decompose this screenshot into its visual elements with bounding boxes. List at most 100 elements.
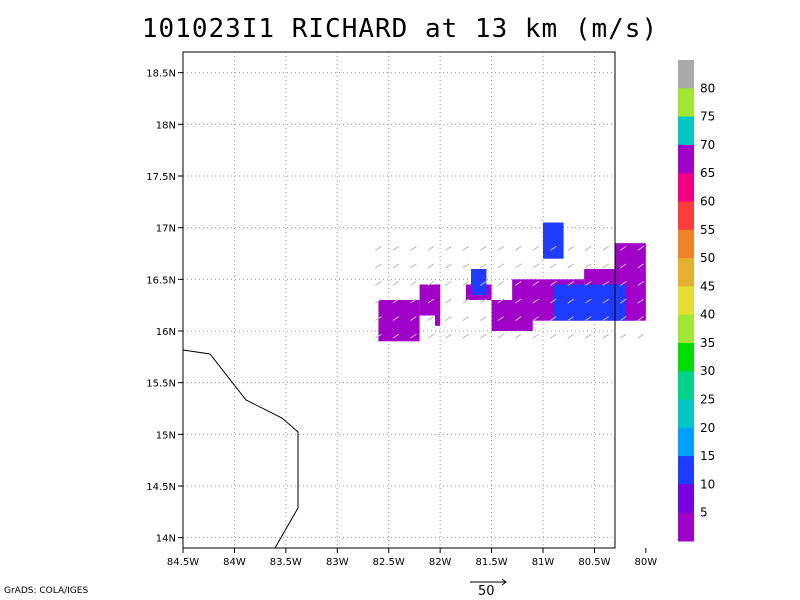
colorbar-label: 45	[700, 279, 715, 293]
wind-vector	[550, 333, 557, 339]
wind-vector	[637, 316, 644, 322]
wind-vector	[445, 245, 452, 251]
colorbar-label: 70	[700, 138, 715, 152]
wind-vector	[410, 298, 417, 304]
wind-vector	[427, 298, 435, 304]
colorbar-label: 60	[700, 194, 715, 208]
colorbar-swatch	[678, 512, 694, 542]
wind-vector	[637, 245, 644, 251]
wind-cell	[553, 284, 626, 321]
wind-vector	[637, 263, 644, 269]
wind-vector	[392, 281, 400, 286]
wind-vector	[550, 316, 557, 322]
wind-vector	[392, 333, 400, 339]
wind-cell	[378, 300, 420, 342]
wind-vector	[480, 333, 487, 339]
colorbar-swatch	[678, 314, 694, 344]
wind-vector	[550, 245, 557, 251]
wind-vector	[584, 281, 592, 286]
wind-vector	[375, 298, 382, 304]
wind-vector	[567, 333, 575, 339]
wind-vector	[427, 316, 435, 322]
wind-vector	[462, 298, 470, 304]
colorbar-label: 55	[700, 223, 715, 237]
wind-vector	[480, 298, 487, 304]
wind-vector	[515, 245, 522, 251]
wind-vector	[410, 263, 417, 269]
wind-vector	[619, 263, 627, 269]
wind-vector	[550, 298, 557, 304]
wind-vector	[602, 316, 610, 322]
colorbar-swatch	[678, 484, 694, 514]
x-axis-ticks: 84.5W 84W 83.5W 83W 82.5W 82W 81.5W 81W 80.5W 80W	[167, 548, 657, 568]
wind-vector	[602, 298, 610, 304]
colorbar-label: 20	[700, 421, 715, 435]
wind-vector	[532, 298, 540, 304]
wind-vector	[567, 281, 575, 286]
colorbar-label: 5	[700, 506, 708, 520]
colorbar-label: 25	[700, 393, 715, 407]
colorbar-label: 75	[700, 110, 715, 124]
wind-vector	[480, 316, 487, 322]
colorbar-label: 50	[700, 251, 715, 265]
wind-vector	[497, 281, 505, 286]
wind-vector	[497, 316, 505, 322]
x-tick-label: 81W	[532, 557, 555, 568]
x-tick-label: 81.5W	[475, 557, 507, 568]
wind-vector	[462, 245, 470, 251]
wind-vector	[462, 263, 470, 269]
colorbar-swatch	[678, 399, 694, 429]
wind-vector	[392, 298, 400, 304]
colorbar-swatch	[678, 286, 694, 316]
wind-vector	[427, 263, 435, 269]
colorbar-label: 65	[700, 166, 715, 180]
wind-vector	[515, 316, 522, 322]
colorbar-swatch	[678, 60, 694, 89]
wind-vector	[375, 245, 382, 251]
wind-vector	[532, 281, 540, 286]
y-tick-label: 17.5N	[146, 172, 176, 183]
wind-vector	[497, 333, 505, 339]
wind-vector	[567, 316, 575, 322]
wind-vector	[584, 316, 592, 322]
wind-vector	[619, 316, 627, 322]
y-tick-label: 15N	[156, 430, 176, 441]
wind-vector	[567, 298, 575, 304]
plot-frame	[182, 51, 616, 549]
wind-vector	[602, 281, 610, 286]
wind-vector	[445, 298, 452, 304]
wind-cell	[419, 284, 441, 316]
wind-vector	[375, 316, 382, 322]
wind-vector	[584, 333, 592, 339]
wind-vector	[515, 298, 522, 304]
wind-vector	[410, 316, 417, 322]
grads-credit: GrADS: COLA/IGES	[4, 586, 89, 596]
colorbar-swatch	[678, 229, 694, 259]
wind-vector	[602, 245, 610, 251]
wind-vector	[462, 281, 470, 286]
wind-vector	[515, 281, 522, 286]
colorbar-swatch	[678, 342, 694, 372]
wind-vector	[445, 263, 452, 269]
wind-vector	[532, 263, 540, 269]
wind-vector	[480, 281, 487, 286]
wind-vector	[515, 333, 522, 339]
wind-vector	[392, 245, 400, 251]
x-tick-label: 84.5W	[167, 557, 199, 568]
wind-vector	[637, 333, 644, 339]
wind-vector	[602, 263, 610, 269]
colorbar-swatch	[678, 144, 694, 174]
wind-vector	[532, 316, 540, 322]
wind-vector	[532, 333, 540, 339]
wind-vector	[619, 298, 627, 304]
wind-vector	[550, 281, 557, 286]
x-tick-label: 84W	[223, 557, 246, 568]
x-tick-label: 82.5W	[373, 557, 405, 568]
y-tick-label: 16.5N	[146, 275, 176, 286]
wind-vector	[480, 263, 487, 269]
y-tick-label: 18.5N	[146, 69, 176, 80]
wind-vector	[375, 281, 382, 286]
x-tick-label: 83W	[326, 557, 349, 568]
colorbar-swatch	[678, 456, 694, 485]
colorbar-label: 30	[700, 364, 715, 378]
